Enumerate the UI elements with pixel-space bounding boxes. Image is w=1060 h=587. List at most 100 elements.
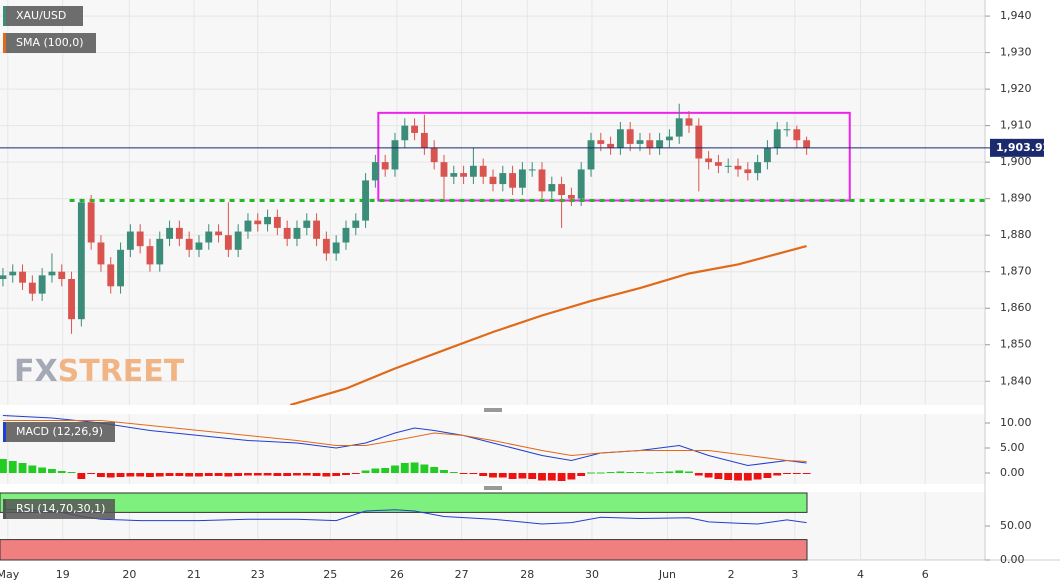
macd-histogram-bar [146,473,154,477]
candle-body [724,165,732,167]
candle-body [381,162,389,170]
y-tick-label: 1,930 [1000,46,1032,59]
x-tick-label: 23 [251,568,265,581]
candle-body [754,162,762,174]
candle-body [646,140,654,148]
legend-swatch [3,6,6,26]
candle-body [420,132,428,148]
candle-body [342,227,350,243]
candle-body [518,169,526,188]
macd-histogram-bar [224,473,233,477]
panel-handle[interactable] [484,408,502,412]
candle-body [509,173,517,188]
y-tick-label: 1,850 [1000,338,1032,351]
candle-body [205,231,213,243]
macd-histogram-bar [459,473,468,474]
candle-body [489,176,497,185]
candle-body [783,129,791,131]
macd-histogram-bar [655,472,664,473]
macd-histogram-bar [440,470,448,473]
candle-body [714,162,722,166]
candle-body [313,220,321,239]
candle-body [607,143,615,148]
candle-body [303,220,311,228]
x-tick-label: Jun [658,568,676,581]
panel-handle[interactable] [484,486,502,490]
x-tick-label: 20 [122,568,136,581]
candle-body [528,169,536,171]
x-tick-label: 21 [187,568,201,581]
macd-histogram-bar [557,473,566,481]
candle-body [293,227,301,239]
macd-histogram-bar [802,473,811,474]
y-tick-label: 1,870 [1000,265,1032,278]
legend-swatch [3,422,6,442]
oversold-zone [0,539,808,561]
indicator-title: MACD (12,26,9) [16,425,103,438]
candle-body [685,118,693,126]
macd-histogram-bar [498,473,507,478]
macd-histogram-bar [616,471,625,473]
macd-histogram-bar [312,473,321,476]
candle-body [0,275,7,280]
candle-body [636,140,644,144]
candle-body [254,220,262,225]
macd-histogram-bar [783,473,791,474]
candle-body [362,180,370,221]
macd-histogram-bar [743,473,752,481]
macd-histogram-bar [116,473,125,477]
candle-body [460,173,468,177]
macd-histogram-bar [792,473,801,474]
macd-histogram-bar [38,467,47,473]
macd-histogram-bar [449,472,458,473]
candle-body [107,264,115,287]
candle-body [440,162,448,177]
candle-body [773,129,781,148]
macd-histogram-bar [606,472,615,473]
legend-label: XAU/USD [16,9,66,22]
candle-body [68,279,75,320]
candle-body [166,227,173,239]
x-tick-label: 2 [728,568,735,581]
candle-body [450,173,458,177]
macd-histogram-bar [361,470,370,473]
macd-histogram-bar [685,471,693,473]
macd-histogram-bar [567,473,576,480]
macd-histogram-bar [645,472,654,474]
macd-histogram-bar [400,463,409,473]
y-tick-label: 1,890 [1000,192,1032,205]
x-tick-label: 27 [455,568,469,581]
candle-body [675,118,683,137]
macd-histogram-bar [587,472,595,474]
watermark-street: STREET [58,354,185,389]
candle-body [77,202,85,320]
x-tick-label: May [0,568,20,581]
candle-body [215,231,222,236]
indicator-title: RSI (14,70,30,1) [16,502,105,515]
macd-histogram-bar [263,473,272,476]
overbought-zone [0,492,808,513]
macd-histogram-bar [694,473,703,476]
macd-histogram-bar [626,472,635,473]
candle-body [87,202,95,243]
macd-histogram-bar [97,473,105,477]
x-tick-label: 19 [56,568,70,581]
candle-body [117,249,124,287]
candle-body [224,235,232,250]
candle-body [430,147,438,163]
candle-body [567,195,575,199]
macd-histogram-bar [773,473,782,476]
last-price-label: 1,903.92 [996,141,1050,154]
macd-histogram-bar [636,472,644,473]
macd-histogram-bar [273,473,282,476]
macd-histogram-bar [342,473,350,475]
macd-histogram-bar [430,467,439,473]
y-tick-label: 0.00 [1000,466,1025,479]
candle-body [391,140,399,170]
macd-panel [0,414,985,484]
macd-histogram-bar [420,464,429,473]
candle-body [411,125,419,133]
y-tick-label: 1,840 [1000,374,1032,387]
candle-body [352,220,360,228]
